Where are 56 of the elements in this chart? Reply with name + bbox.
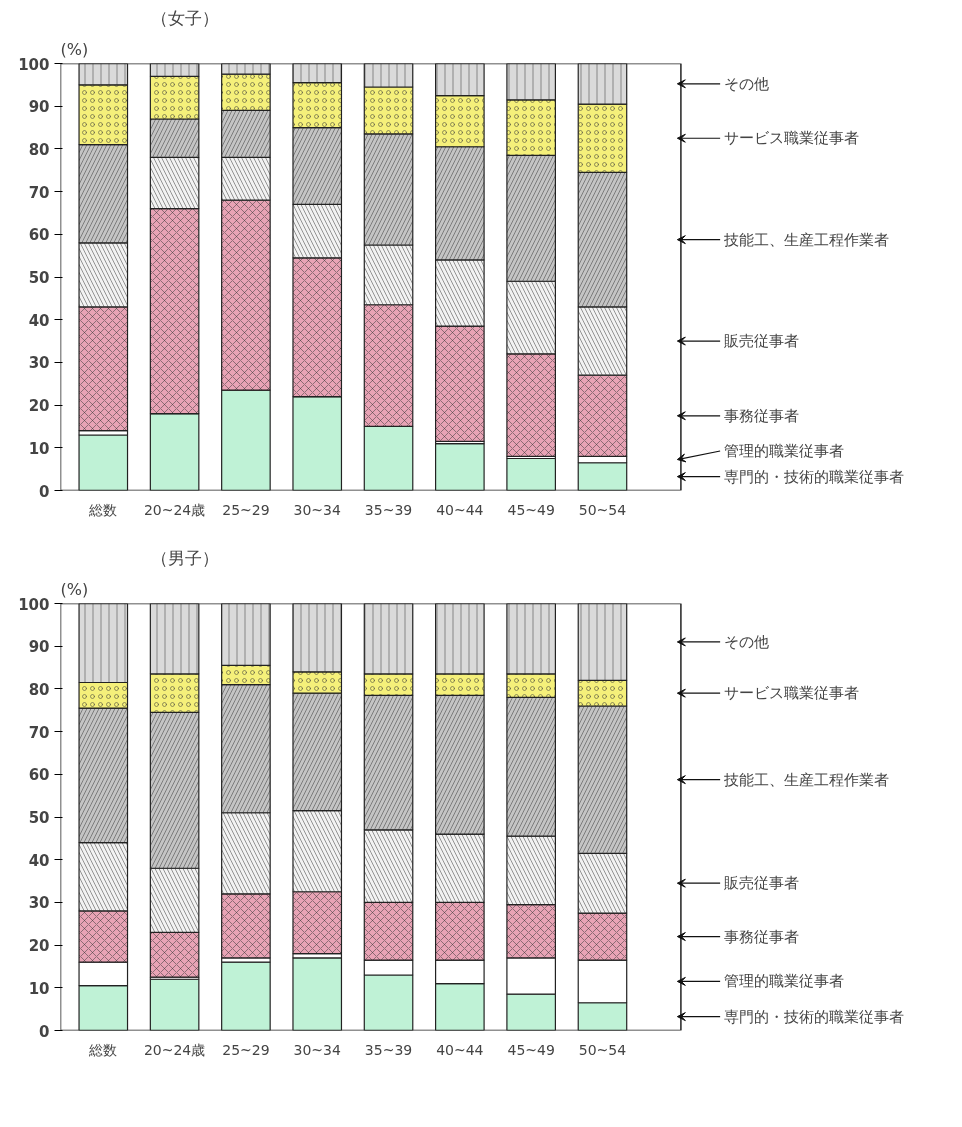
y-tick-label: 10 [28,979,50,998]
text: サービス職業従事者 [723,129,859,148]
y-tick-label: 50 [28,809,50,827]
x-tick-label: 25~29 [222,1041,270,1058]
x-tick-label: 総数 [88,1041,118,1058]
y-tick-label: 0 [39,482,50,501]
x-tick-label: 50~54 [578,501,627,518]
x-tick-label: 総数 [88,501,118,518]
text: サービス職業従事者 [723,684,859,703]
x-tick-label: 35~39 [364,501,413,518]
x-tick-label: 50~54 [578,1041,627,1058]
text: 専門的・技術的職業従事者 [723,467,904,486]
x-tick-label: 30~34 [293,1041,341,1058]
chart-title: （男子） [150,547,219,568]
y-tick-label: 20 [28,397,50,416]
y-tick-label: 90 [28,638,50,657]
y-tick-label: 30 [28,894,50,913]
text: その他 [723,74,769,93]
y-tick-label: 50 [28,269,50,287]
x-tick-label: 40~44 [436,501,484,518]
x-tick-label: 35~39 [364,1041,413,1058]
text: 販売従事者 [723,332,799,351]
x-tick-label: 40~44 [436,1041,484,1058]
text: 技能工、生産工程作業者 [722,230,889,249]
y-tick-label: 100 [18,55,50,74]
x-tick-label: 45~49 [507,501,555,518]
y-tick-label: 80 [28,680,50,699]
text: その他 [723,632,769,651]
y-tick-label: 30 [28,354,50,373]
y-tick-label: 70 [28,183,50,202]
y-tick-label: 40 [28,311,50,330]
text: 技能工、生産工程作業者 [722,770,889,789]
y-tick-label: 60 [28,766,50,785]
x-tick-label: 25~29 [222,501,270,518]
y-axis-title: (%) [60,39,89,59]
y-tick-label: 80 [28,140,50,159]
x-tick-label: 20~24歳 [143,1041,206,1058]
y-tick-label: 70 [28,723,50,742]
text: 事務従事者 [723,406,799,425]
text: 専門的・技術的職業従事者 [723,1007,904,1026]
y-tick-label: 100 [18,595,50,614]
y-tick-label: 0 [39,1022,50,1041]
y-tick-label: 40 [28,851,50,870]
y-tick-label: 60 [28,226,50,245]
x-tick-label: 45~49 [507,1041,555,1058]
text: 管理的職業従事者 [723,442,844,460]
text: 販売従事者 [723,874,799,893]
y-tick-label: 90 [28,98,50,117]
y-tick-label: 10 [28,439,50,458]
x-tick-label: 30~34 [293,501,341,518]
text: 管理的職業従事者 [723,972,844,991]
chart-title: （女子） [150,7,219,28]
x-tick-label: 20~24歳 [143,501,206,518]
text: 事務従事者 [723,927,799,946]
y-tick-label: 20 [28,937,50,956]
y-axis-title: (%) [60,579,89,599]
